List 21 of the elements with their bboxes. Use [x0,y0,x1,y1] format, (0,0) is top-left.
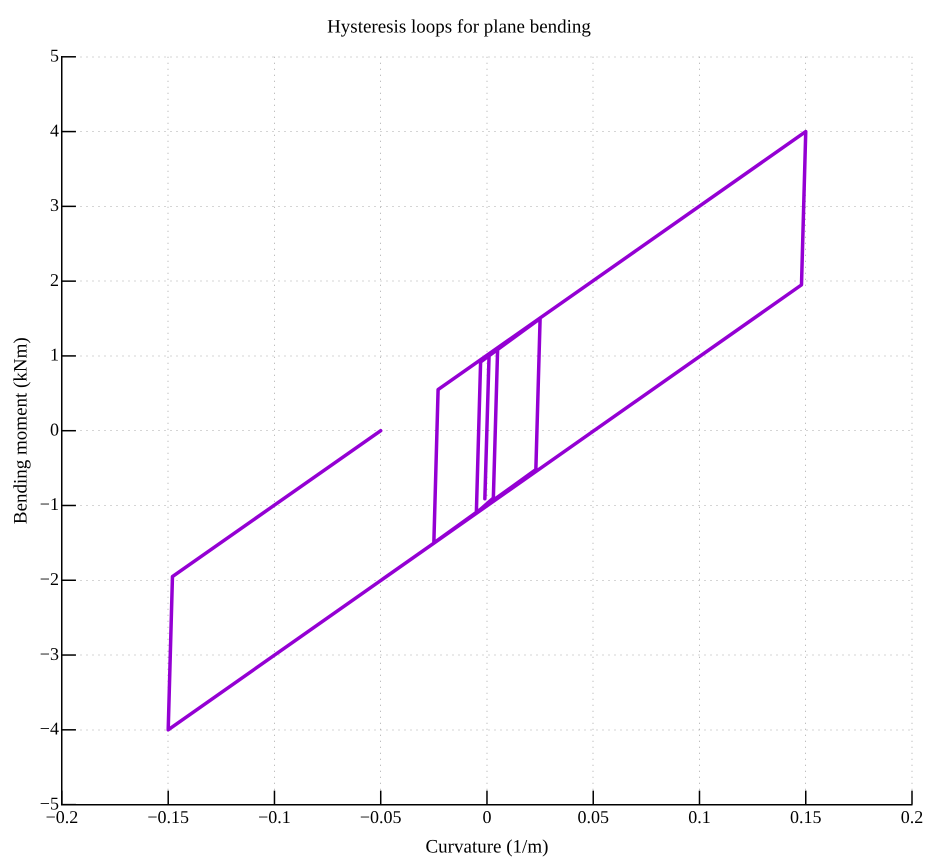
y-tick-label: −1 [40,494,59,514]
y-tick-label: 0 [50,419,59,440]
x-tick-label: 0.05 [577,807,609,828]
y-tick-label: 3 [50,195,59,216]
y-axis-title: Bending moment (kNm) [10,337,32,524]
x-tick-label: 0 [482,807,492,828]
y-tick-label: 2 [50,270,59,290]
y-tick-label: −2 [40,568,59,589]
y-tick-label: 1 [50,344,59,365]
y-tick-label: −3 [40,644,59,664]
x-tick-label: 0.15 [790,807,822,828]
x-tick-label: 0.1 [688,807,711,828]
y-tick-label: 4 [50,120,59,140]
x-axis-title: Curvature (1/m) [426,836,548,858]
x-tick-label: −0.15 [147,807,190,828]
x-tick-label: −0.05 [360,807,402,828]
x-tick-label: 0.2 [900,807,924,828]
y-tick-label: −4 [40,718,59,739]
y-tick-label: 5 [50,46,59,66]
x-tick-label: −0.1 [258,807,291,828]
chart-title: Hysteresis loops for plane bending [327,16,592,38]
